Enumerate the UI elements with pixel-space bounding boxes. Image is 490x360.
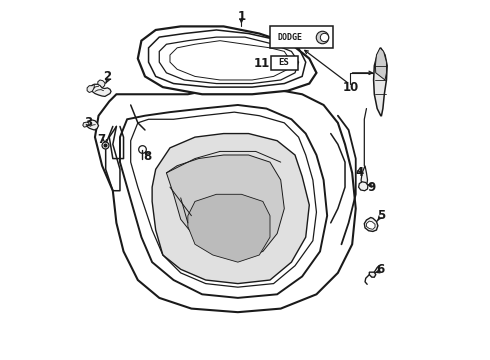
Text: 5: 5	[377, 209, 385, 222]
Polygon shape	[98, 80, 105, 88]
Text: 9: 9	[368, 181, 376, 194]
Text: 2: 2	[103, 70, 112, 83]
Text: 8: 8	[144, 150, 152, 163]
Polygon shape	[138, 26, 317, 94]
Polygon shape	[188, 194, 270, 262]
Text: DODGE: DODGE	[277, 33, 302, 42]
Text: 6: 6	[377, 263, 385, 276]
Polygon shape	[359, 182, 368, 191]
Polygon shape	[87, 120, 98, 130]
FancyBboxPatch shape	[270, 26, 333, 48]
Text: 3: 3	[84, 116, 93, 129]
Text: ES: ES	[279, 58, 290, 67]
Polygon shape	[91, 84, 111, 96]
Polygon shape	[87, 84, 94, 93]
FancyBboxPatch shape	[270, 56, 297, 70]
Polygon shape	[375, 48, 387, 80]
Polygon shape	[364, 217, 378, 231]
Text: 1: 1	[237, 10, 245, 23]
Polygon shape	[167, 155, 284, 258]
Polygon shape	[367, 221, 375, 229]
Text: 4: 4	[355, 166, 364, 179]
Text: 11: 11	[254, 57, 270, 71]
Polygon shape	[95, 87, 356, 312]
Text: 7: 7	[98, 134, 105, 147]
Polygon shape	[361, 166, 368, 191]
Polygon shape	[83, 122, 89, 127]
Polygon shape	[152, 134, 309, 284]
Text: 10: 10	[342, 81, 359, 94]
Polygon shape	[373, 48, 387, 116]
Polygon shape	[369, 272, 376, 277]
